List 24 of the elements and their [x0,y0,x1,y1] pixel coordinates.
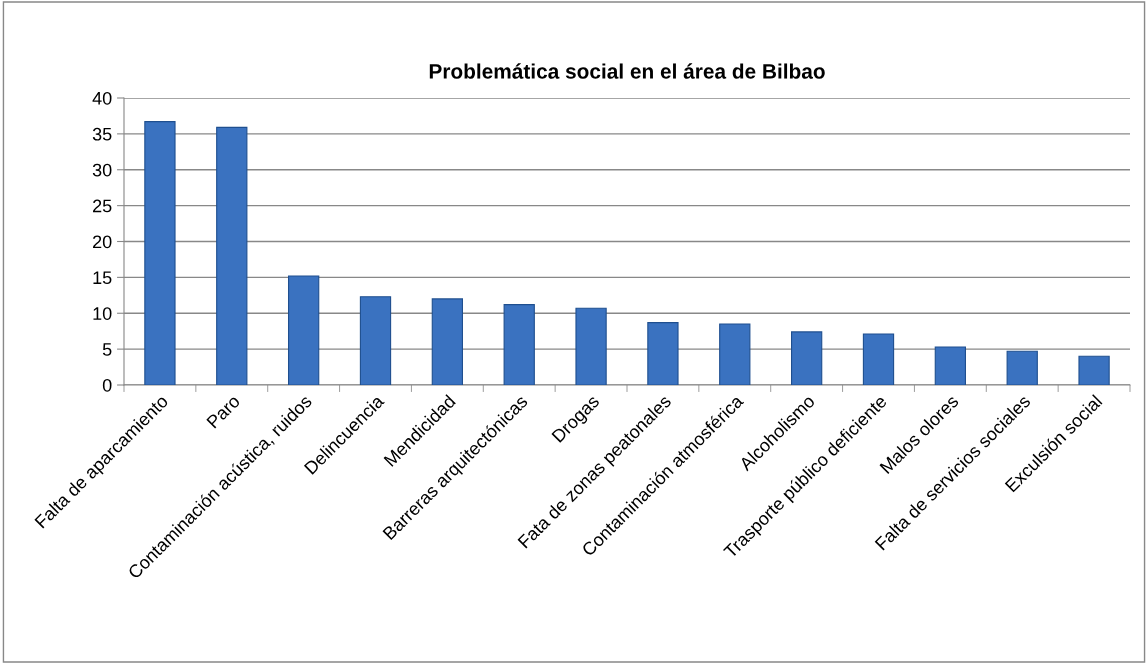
bar [1078,355,1110,385]
bar [144,121,176,385]
bar [431,298,464,385]
bar [359,296,392,385]
bar [287,275,320,385]
bar [862,333,895,385]
chart-title: Problemática social en el área de Bilbao [429,63,825,79]
y-tick-label: 15 [93,271,112,285]
bar [719,323,751,385]
y-tick-label: 30 [92,163,112,177]
y-tick-label: 5 [102,343,112,356]
y-tick-label: 35 [92,127,112,141]
bar [503,304,535,385]
bar [216,126,248,385]
y-tick-label: 40 [92,91,112,105]
bar [647,322,679,385]
bar [790,331,823,385]
y-tick-label: 20 [93,235,112,249]
y-tick-label: 25 [93,199,112,213]
bar [575,307,607,385]
y-tick-label: 10 [93,307,112,320]
bar [1006,350,1038,385]
bar [934,346,967,385]
y-tick-label: 0 [102,378,112,392]
